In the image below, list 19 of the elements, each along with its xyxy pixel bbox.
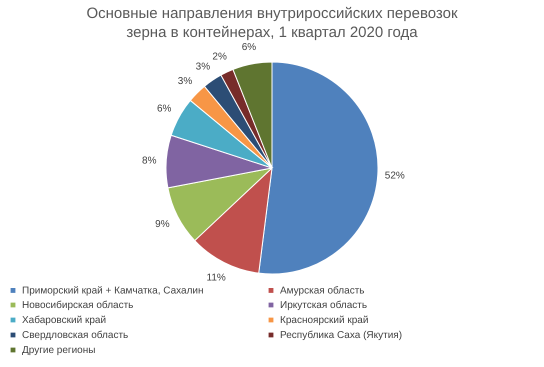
legend-label: Новосибирская область [22, 300, 134, 311]
legend-label: Республика Саха (Якутия) [280, 330, 402, 341]
data-label: 8% [142, 155, 157, 166]
data-label: 6% [156, 104, 172, 115]
data-label: 11% [206, 272, 226, 284]
data-label: 52% [384, 170, 405, 182]
legend-label: Приморский край + Камчатка, Сахалин [22, 285, 204, 296]
legend-label: Иркутская область [280, 300, 368, 311]
data-label: 3% [178, 76, 192, 88]
data-label: 9% [155, 218, 170, 230]
legend-label: Красноярский край [280, 315, 368, 326]
legend-label: Другие регионы [22, 345, 96, 356]
data-label: 6% [242, 42, 256, 54]
chart-title: Основные направления внутрироссийских перевозок зерна в контейнерах, 1 квартал 2020 года [86, 5, 458, 42]
data-label: 2% [212, 52, 227, 63]
legend-label: Амурская область [280, 285, 364, 296]
data-label: 3% [196, 61, 210, 72]
legend-label: Свердловская область [22, 330, 128, 341]
legend-label: Хабаровский край [22, 315, 106, 326]
